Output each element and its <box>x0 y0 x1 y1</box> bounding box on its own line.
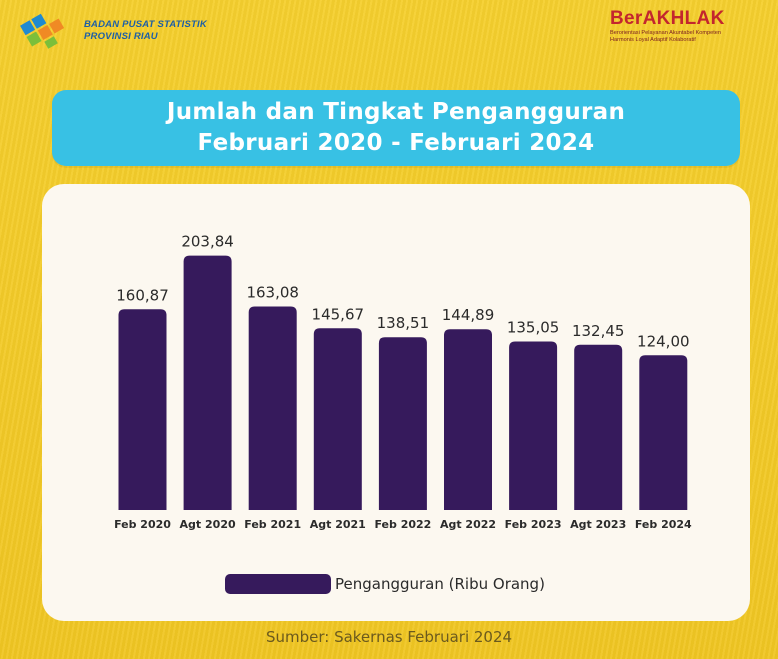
data-label: 203,84 <box>181 233 234 251</box>
bar-feb-2024 <box>639 355 688 510</box>
title-banner: Jumlah dan Tingkat Pengangguran Februari… <box>52 90 740 166</box>
legend-label: Pengangguran (Ribu Orang) <box>335 575 545 593</box>
chart-title-line-1: Jumlah dan Tingkat Pengangguran <box>166 99 626 125</box>
x-tick-label: Agt 2021 <box>310 518 366 531</box>
bps-logo-icon <box>20 13 65 49</box>
data-label: 135,05 <box>507 319 560 337</box>
bar-agt-2022 <box>444 329 492 510</box>
bar-agt-2021 <box>313 328 362 510</box>
bps-logo: BADAN PUSAT STATISTIK PROVINSI RIAU <box>14 8 207 54</box>
data-label: 124,00 <box>637 332 690 350</box>
data-label: 138,51 <box>377 314 430 332</box>
data-label: 144,89 <box>442 306 495 324</box>
x-tick-label: Agt 2022 <box>440 518 496 531</box>
berakhlak-tagline-1: Berorientasi Pelayanan Akuntabel Kompete… <box>610 30 722 36</box>
bar-feb-2021 <box>248 306 297 510</box>
x-tick-label: Feb 2023 <box>505 518 562 531</box>
berakhlak-tagline-2: Harmonis Loyal Adaptif Kolaboratif <box>610 37 696 43</box>
source-note: Sumber: Sakernas Februari 2024 <box>265 628 513 646</box>
chart-title-line-2: Februari 2020 - Februari 2024 <box>197 130 595 156</box>
x-tick-label: Agt 2020 <box>180 518 236 531</box>
bar-agt-2020 <box>183 255 232 510</box>
berakhlak-title: BerAKHLAK <box>610 8 725 29</box>
data-label: 163,08 <box>246 284 299 302</box>
x-tick-label: Feb 2022 <box>374 518 431 531</box>
bar-feb-2023 <box>509 341 558 510</box>
data-label: 145,67 <box>312 305 365 323</box>
x-tick-label: Feb 2024 <box>635 518 692 531</box>
bar-agt-2023 <box>574 344 623 510</box>
x-tick-label: Agt 2023 <box>570 518 626 531</box>
data-label: 132,45 <box>572 322 625 340</box>
bar-feb-2022 <box>378 337 427 510</box>
data-label: 160,87 <box>116 286 169 304</box>
org-province: PROVINSI RIAU <box>84 31 158 42</box>
bar-feb-2020 <box>118 309 167 510</box>
org-name: BADAN PUSAT STATISTIK <box>84 19 207 30</box>
legend-swatch <box>225 574 331 594</box>
berakhlak-logo: BerAKHLAK Berorientasi Pelayanan Akuntab… <box>610 8 760 44</box>
x-tick-label: Feb 2021 <box>244 518 301 531</box>
x-tick-label: Feb 2020 <box>114 518 171 531</box>
